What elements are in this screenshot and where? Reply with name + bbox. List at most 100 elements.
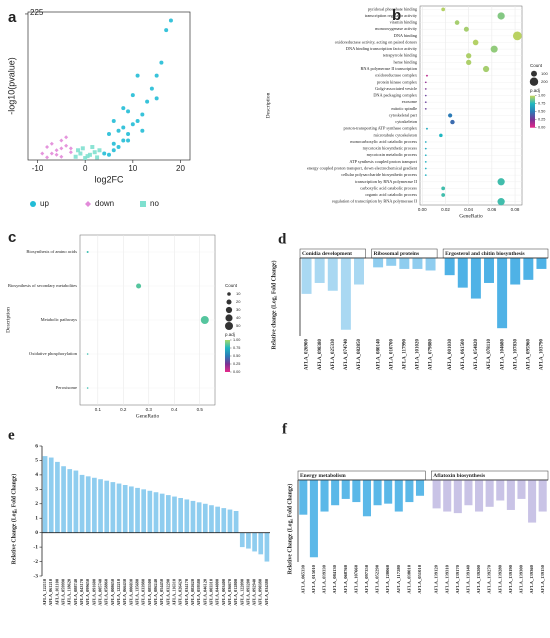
legend-title: Count — [225, 283, 238, 288]
colorbar-label: 0.50 — [233, 354, 240, 358]
y-tick-label: 225 — [30, 8, 44, 17]
point — [154, 96, 159, 101]
panel-letter: e — [8, 427, 15, 443]
dot — [490, 45, 498, 53]
legend-dot — [529, 77, 539, 86]
dot — [424, 167, 427, 170]
dot — [424, 88, 427, 90]
panel: -10 0 10 20 225 log2FC -log10(pvalue) up down no a — [6, 8, 191, 208]
x-tick-label: AFLA_107660 — [353, 564, 358, 593]
dot — [472, 39, 479, 46]
dot — [86, 353, 89, 355]
point — [73, 154, 78, 159]
legend-dot — [227, 292, 231, 296]
bar — [320, 480, 329, 512]
colorbar-label: 0.50 — [538, 110, 545, 114]
point — [83, 156, 88, 161]
y-tick-label: Oxidative phosphorylation — [29, 351, 78, 356]
bar — [386, 258, 397, 266]
point — [78, 151, 83, 156]
x-tick-label: AFLA_122090 — [239, 579, 244, 606]
group-label: Energy metabolism — [300, 473, 346, 479]
bar — [314, 258, 325, 283]
x-tick-label: AFLA_059990 — [61, 579, 66, 606]
y-tick-label: 4 — [35, 472, 38, 478]
bar — [178, 498, 183, 533]
bar — [475, 480, 484, 512]
point — [59, 154, 64, 159]
y-axis-label: Description — [5, 307, 11, 333]
point — [45, 155, 50, 160]
bar — [484, 258, 494, 283]
panel-letter: f — [282, 421, 288, 437]
y-tick-label: monooxygenase activity — [375, 26, 418, 31]
x-tick-label: -10 — [32, 164, 44, 173]
bar — [221, 508, 227, 533]
bar — [299, 480, 308, 515]
y-tick-label: pyridoxal phosphate binding — [368, 6, 418, 11]
x-tick-label: AFLA_065330 — [300, 564, 305, 593]
dot — [86, 251, 89, 253]
plot-frame — [27, 11, 191, 161]
y-axis-label: Relative Change (Log₂ Fold Change) — [286, 484, 293, 575]
bar — [373, 480, 382, 506]
group-label: Ergosterol and chitin biosynthesis — [445, 251, 525, 257]
y-tick-label: -1 — [33, 544, 38, 550]
x-tick-label: AFLA_015010 — [311, 564, 316, 593]
point — [121, 138, 126, 143]
point — [126, 109, 131, 114]
colorbar-label: 0.00 — [233, 370, 240, 374]
y-tick-label: mycotoxin metabolic process — [367, 152, 418, 157]
bar — [165, 495, 171, 533]
x-tick-label: AFLA_058860 — [104, 579, 109, 606]
x-tick-label: AFLA_093200 — [245, 579, 250, 606]
point — [54, 152, 59, 157]
point — [140, 128, 145, 133]
dot — [424, 147, 427, 150]
y-tick-label: DNA packaging complex — [373, 93, 418, 98]
x-tick-label: AFLA_010700 — [389, 339, 394, 371]
legend-dot — [226, 299, 232, 305]
y-axis-label: Relative Change (Log₂ Fold Change) — [10, 474, 17, 565]
bar — [129, 486, 134, 533]
bar — [122, 485, 128, 533]
legend-dot — [225, 314, 233, 322]
point — [111, 141, 116, 146]
bar — [432, 480, 441, 509]
bar — [510, 258, 521, 285]
x-tick-label: AFLA_139360 — [529, 564, 534, 593]
bar — [42, 456, 48, 533]
bar — [528, 480, 537, 523]
dot — [424, 154, 427, 157]
point — [64, 143, 69, 148]
x-tick-label: AFLA_051010 — [417, 564, 422, 593]
dot — [424, 107, 427, 110]
dot — [512, 31, 522, 41]
point — [116, 128, 121, 133]
y-tick-label: microtubule cytoskeleton — [373, 132, 417, 137]
point — [164, 28, 169, 33]
panel-letter: c — [8, 229, 16, 246]
x-tick-label: AFLA_118620 — [67, 579, 72, 606]
y-tick-label: energy coupled proton transport, down el… — [307, 166, 418, 172]
dot — [450, 119, 455, 125]
x-tick-label: AFLA_005740 — [98, 579, 103, 606]
point — [76, 148, 81, 153]
y-tick-label: carboxylic acid catabolic process — [360, 185, 417, 190]
point — [97, 148, 102, 153]
colorbar-label: 0.75 — [233, 346, 240, 350]
y-tick-label: proton-transporting ATP synthase complex — [344, 126, 418, 131]
dot — [439, 133, 443, 138]
point — [80, 146, 85, 151]
bar — [202, 503, 208, 533]
bar — [496, 480, 505, 501]
bar — [98, 479, 103, 533]
bar — [196, 502, 202, 533]
legend-swatch — [85, 201, 91, 207]
x-tick-label: AFLA_139140 — [465, 564, 470, 593]
x-tick-label: AFLA_052290 — [375, 564, 380, 593]
x-tick-label: AFLA_008650 — [110, 579, 115, 606]
dot — [463, 26, 469, 32]
x-tick-label: AFLA_034170 — [184, 579, 189, 606]
